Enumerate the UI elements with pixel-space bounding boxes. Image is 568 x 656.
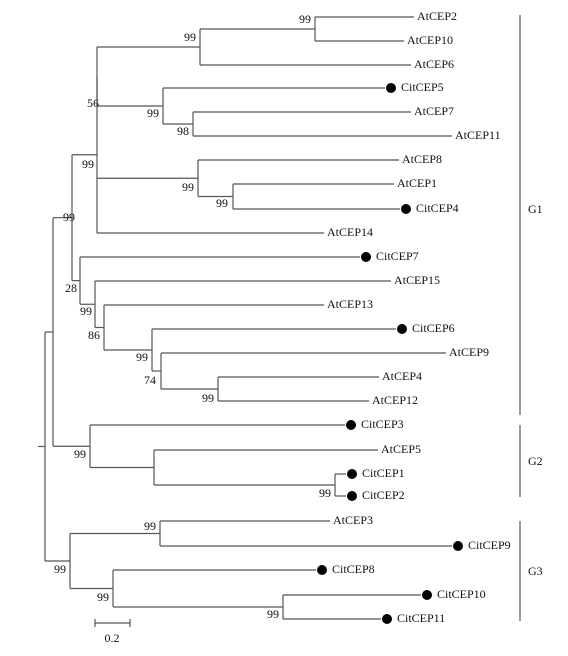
leaf-label: CitCEP11 [397,611,445,625]
leaf-label: AtCEP7 [414,104,454,118]
leaf-label: AtCEP3 [333,513,373,527]
leaf-label: CitCEP10 [437,587,486,601]
leaf-label: CitCEP5 [401,80,444,94]
bootstrap-value: 28 [65,281,77,295]
leaf-label: AtCEP14 [327,225,373,239]
bootstrap-value: 99 [54,562,66,576]
leaf-label: CitCEP6 [412,321,455,335]
leaf-label: AtCEP12 [372,393,418,407]
leaf-marker [346,420,356,430]
leaf-label: AtCEP2 [417,9,457,23]
bootstrap-value: 99 [97,590,109,604]
leaf-label: AtCEP13 [327,297,373,311]
bootstrap-value: 99 [216,196,228,210]
leaf-label: CitCEP4 [416,201,459,215]
bootstrap-value: 99 [63,210,75,224]
leaf-label: AtCEP15 [394,273,440,287]
bootstrap-value: 99 [147,106,159,120]
bootstrap-value: 74 [144,373,156,387]
group-label: G2 [528,454,543,468]
leaf-label: AtCEP6 [414,57,454,71]
bootstrap-value: 99 [182,180,194,194]
leaf-label: CitCEP8 [332,562,375,576]
bootstrap-value: 98 [177,124,189,138]
leaf-label: AtCEP4 [382,369,422,383]
bootstrap-value: 99 [74,447,86,461]
leaf-label: AtCEP11 [455,128,501,142]
bootstrap-value: 99 [267,607,279,621]
scale-label: 0.2 [105,631,120,645]
leaf-marker [347,491,357,501]
leaf-label: AtCEP5 [381,442,421,456]
leaf-label: CitCEP7 [376,249,419,263]
leaf-label: CitCEP1 [362,466,405,480]
leaf-marker [453,541,463,551]
leaf-marker [422,590,432,600]
bootstrap-value: 56 [87,96,99,110]
leaf-label: CitCEP9 [468,538,511,552]
bootstrap-value: 99 [184,30,196,44]
leaf-label: AtCEP1 [397,176,437,190]
bootstrap-value: 99 [80,304,92,318]
bootstrap-value: 86 [88,328,100,342]
leaf-marker [382,614,392,624]
bootstrap-value: 99 [144,519,156,533]
leaf-label: AtCEP10 [407,33,453,47]
leaf-marker [317,565,327,575]
leaf-label: CitCEP2 [362,488,405,502]
leaf-marker [397,324,407,334]
bootstrap-value: 99 [319,486,331,500]
bootstrap-value: 99 [299,12,311,26]
leaf-label: CitCEP3 [361,417,404,431]
bootstrap-value: 99 [202,391,214,405]
leaf-label: AtCEP8 [402,152,442,166]
leaf-label: AtCEP9 [449,345,489,359]
group-label: G3 [528,564,543,578]
leaf-marker [347,469,357,479]
leaf-marker [386,83,396,93]
group-label: G1 [528,202,543,216]
bootstrap-value: 99 [82,157,94,171]
bootstrap-value: 99 [136,350,148,364]
leaf-marker [361,252,371,262]
leaf-marker [401,204,411,214]
